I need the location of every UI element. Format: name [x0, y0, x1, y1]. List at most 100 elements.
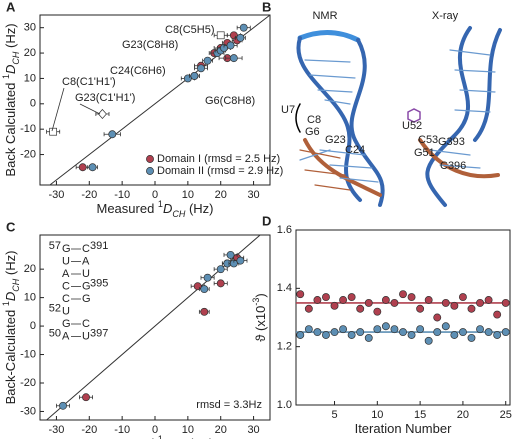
point	[200, 307, 209, 316]
base: U	[82, 268, 90, 280]
point	[424, 336, 433, 345]
point	[416, 304, 425, 313]
x-tick-label: 10	[371, 409, 383, 421]
y-axis-label: ϑ (x10-3)	[251, 293, 268, 341]
residue-number: 57	[49, 240, 61, 252]
point	[450, 301, 459, 310]
label-part: CH	[11, 51, 21, 64]
label-part: -3	[251, 298, 261, 306]
panel-label: D	[262, 213, 271, 228]
point	[97, 108, 107, 119]
label-part: (Hz)	[3, 23, 18, 51]
point	[190, 71, 199, 80]
bracket	[295, 103, 301, 133]
x-axis-label: Measured 1DCH (Hz)	[97, 199, 214, 219]
point	[407, 293, 416, 302]
point	[501, 298, 510, 307]
plot-frame	[295, 229, 511, 406]
point	[364, 298, 373, 307]
point	[322, 293, 330, 302]
point	[108, 130, 117, 139]
base: U	[62, 255, 70, 267]
x-tick-label: 20	[457, 409, 469, 421]
point	[216, 265, 225, 274]
point	[322, 331, 330, 339]
point	[390, 325, 399, 334]
annotation: G6(C8H8)	[205, 95, 255, 107]
point	[313, 328, 322, 337]
base: G	[62, 318, 71, 330]
point	[203, 273, 212, 282]
annotation: C8(C1'H1')	[62, 76, 116, 88]
label-part: 1	[158, 199, 163, 209]
point	[59, 401, 67, 410]
point	[493, 310, 502, 319]
residue-number: 50	[49, 327, 61, 339]
x-tick-label: 25	[500, 409, 512, 421]
point	[484, 328, 493, 337]
x-tick-label: 10	[182, 189, 194, 201]
label-part: Measured	[97, 201, 158, 216]
label-part: (Hz)	[185, 201, 213, 216]
x-axis-label: Iteration Number	[355, 421, 452, 436]
rna-backbone	[425, 26, 472, 207]
label-part: Back Calculated	[3, 79, 18, 177]
residue-number: 391	[90, 240, 108, 252]
x-tick-label: -20	[81, 424, 97, 436]
leader-line	[79, 103, 101, 115]
point	[226, 250, 235, 259]
x-tick-label: 10	[182, 424, 194, 436]
y-tick-label: -10	[20, 123, 36, 135]
point	[197, 64, 205, 73]
rna-bases	[299, 59, 379, 183]
point	[501, 328, 510, 337]
base: A	[62, 268, 70, 280]
point	[229, 54, 238, 63]
panel-label: B	[262, 0, 271, 14]
residue-label: C396	[440, 160, 466, 172]
label-part: (Hz)	[185, 436, 213, 439]
point	[88, 163, 97, 172]
point	[424, 296, 433, 304]
base: G	[82, 280, 91, 292]
y-tick-label: 0	[30, 98, 36, 110]
structure-title: NMR	[312, 10, 337, 22]
point	[203, 56, 212, 65]
point	[226, 41, 235, 50]
x-tick-label: -10	[114, 189, 130, 201]
point	[390, 298, 399, 307]
residue-number: 52	[49, 302, 61, 314]
rna-backbone	[303, 138, 382, 197]
point	[304, 325, 313, 334]
x-tick-label: -10	[114, 424, 130, 436]
label-part: ϑ (x10	[253, 306, 268, 342]
label-part: Back-Calculated	[3, 306, 18, 404]
residue-label: U7	[281, 104, 295, 116]
point	[339, 296, 348, 304]
point	[467, 333, 476, 342]
point	[347, 331, 356, 339]
point	[296, 331, 305, 339]
base: G	[82, 293, 91, 305]
y-tick-label: 1.0	[277, 399, 292, 411]
legend-label: Domain I (rmsd = 2.5 Hz)	[157, 153, 280, 165]
y-axis-label: Back Calculated 1DCH (Hz)	[1, 23, 21, 176]
y-tick-label: -10	[20, 348, 36, 360]
base: C	[82, 243, 90, 255]
point	[356, 328, 365, 337]
label-part: 1	[1, 301, 11, 306]
y-tick-label: -20	[20, 377, 36, 389]
rna-backbone	[418, 138, 500, 179]
rna-bases	[299, 149, 351, 191]
residue-number: 395	[90, 277, 108, 289]
y-tick-label: -30	[20, 405, 36, 417]
base: A	[82, 255, 90, 267]
residue-label: G23	[325, 134, 346, 146]
point	[433, 328, 442, 337]
residue-label: G51	[414, 147, 435, 159]
label-part: )	[253, 293, 268, 297]
x-tick-label: -30	[48, 189, 64, 201]
label-part: 1	[158, 434, 163, 439]
point	[216, 31, 225, 40]
